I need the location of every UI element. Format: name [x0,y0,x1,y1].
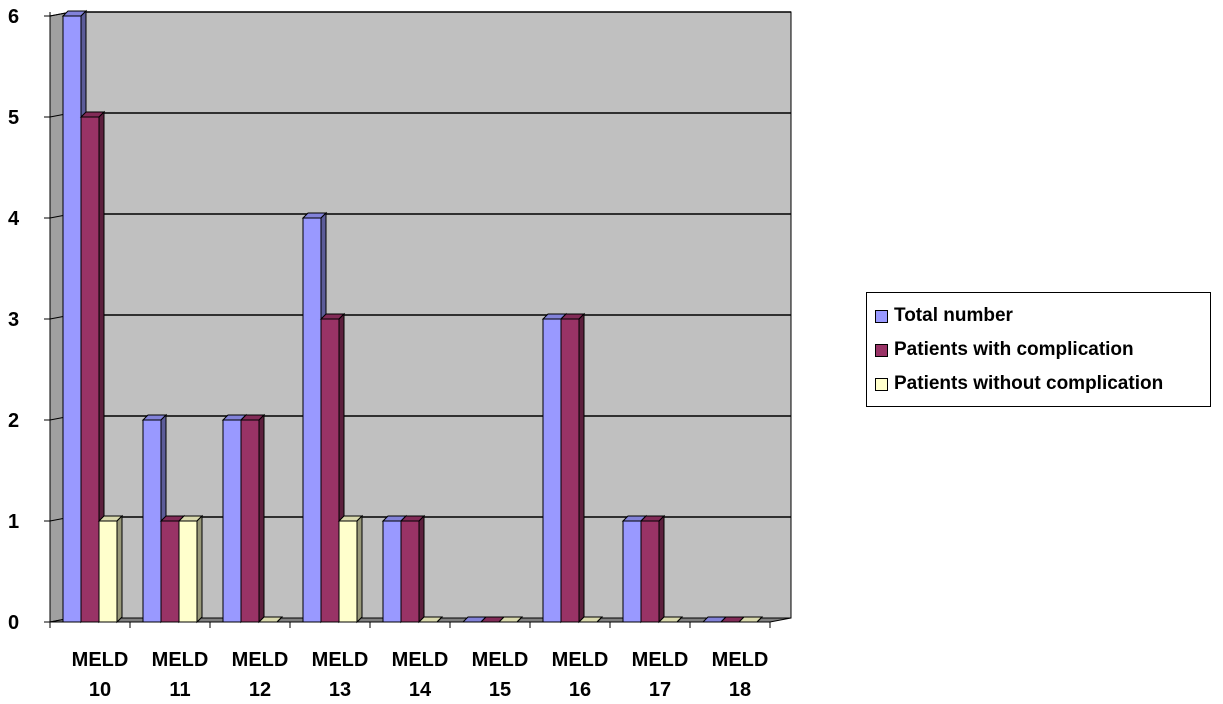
bar [559,312,586,624]
y-tick-label: 6 [8,6,19,28]
x-tick-label: 17 [649,679,671,701]
bar-side [596,616,603,623]
y-tick-label: 5 [8,107,19,129]
legend-item: Patients without complication [875,367,1204,401]
bar [97,514,124,624]
bar-side [676,616,683,623]
legend-label: Patients with complication [894,339,1134,360]
bar-front [62,15,82,623]
bar-side [658,514,665,624]
legend-swatch [875,377,888,391]
x-tick-label: MELD [152,649,209,671]
bar [257,616,284,623]
bar-front [542,318,562,623]
bar-front [80,116,100,623]
bar [737,616,764,623]
legend-swatch [875,309,888,323]
bar-front [222,419,242,623]
bar-side [276,616,283,623]
x-tick-label: 16 [569,679,591,701]
bar [577,616,604,623]
bar-side [516,616,523,623]
bar-front [622,520,642,623]
x-tick-label: MELD [472,649,529,671]
bar [417,616,444,623]
bar-front [338,520,358,623]
bar-front [160,520,180,623]
x-tick-label: 18 [729,679,751,701]
x-tick-label: MELD [632,649,689,671]
bar [399,514,426,624]
bar-front [178,520,198,623]
bar-side [116,514,123,624]
x-tick-label: MELD [392,649,449,671]
legend-item: Patients with complication [875,333,1204,367]
bar-side [756,616,763,623]
legend: Total number Patients with complication … [866,292,1211,407]
bar-front [240,419,260,623]
x-tick-label: 13 [329,679,351,701]
x-tick-label: MELD [232,649,289,671]
x-tick-label: 12 [249,679,271,701]
x-tick-label: 15 [489,679,511,701]
legend-label: Patients without complication [894,373,1164,394]
bar-side [196,514,203,624]
bar-front [400,520,420,623]
x-tick-label: 11 [169,679,190,701]
x-axis-ticks: MELD 10 MELD 11 MELD 12 MELD 13 MELD 14 MELD 15 MELD… [49,622,771,701]
bar-front [98,520,118,623]
bar [639,514,666,624]
bar-front [302,217,322,623]
y-tick-label: 2 [8,410,19,432]
x-tick-label: 10 [89,679,111,701]
bar-side [356,514,363,624]
bar [79,110,106,624]
bar [497,616,524,623]
y-tick-label: 0 [8,612,19,634]
x-tick-label: 14 [409,679,432,701]
bar [657,616,684,623]
x-tick-label: MELD [72,649,129,671]
bar-front [382,520,402,623]
bar [337,514,364,624]
bar-side [436,616,443,623]
legend-item: Total number [875,299,1204,333]
legend-swatch [875,343,888,357]
y-axis-ticks: 0 1 2 3 4 5 6 [8,6,50,634]
bar-front [320,318,340,623]
y-tick-label: 4 [8,208,20,230]
x-tick-label: MELD [712,649,769,671]
bar-side [258,413,265,624]
bar-side [578,312,585,624]
bar [239,413,266,624]
bars [61,9,764,624]
bar-front [142,419,162,623]
bar [177,514,204,624]
y-tick-label: 3 [8,309,19,331]
y-tick-label: 1 [8,511,19,533]
x-tick-label: MELD [312,649,369,671]
x-tick-label: MELD [552,649,609,671]
bar-front [640,520,660,623]
legend-label: Total number [894,305,1013,326]
bar-side [418,514,425,624]
bar-front [560,318,580,623]
